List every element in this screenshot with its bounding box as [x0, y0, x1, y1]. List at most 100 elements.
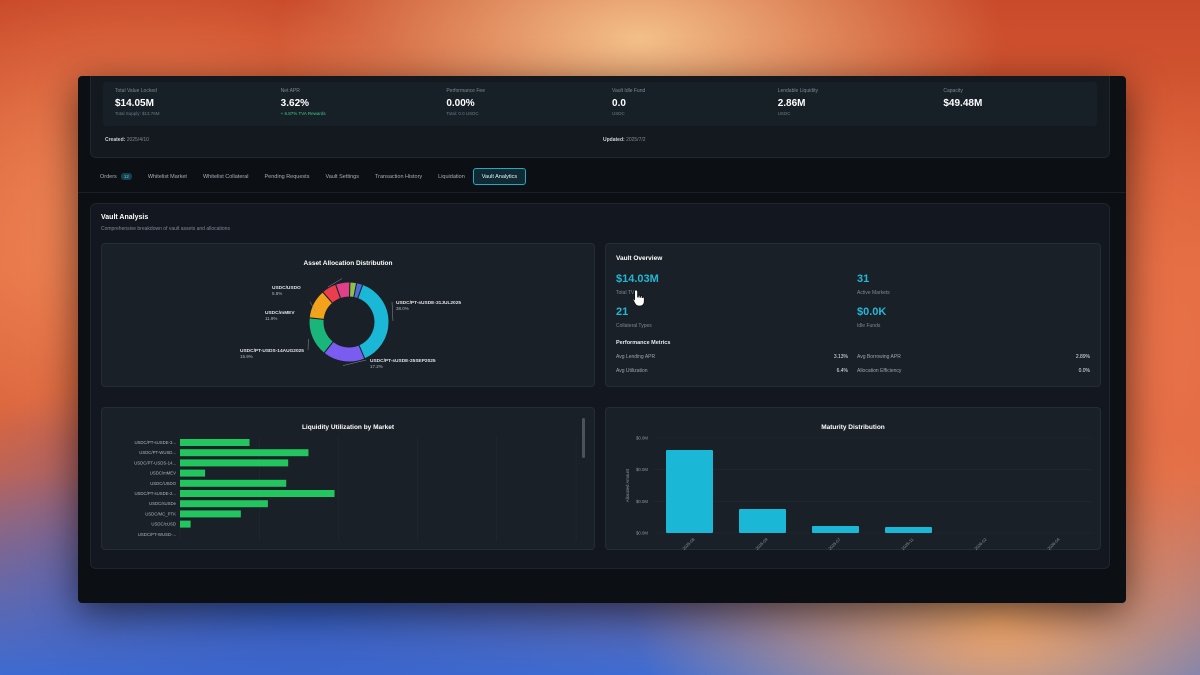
bar[interactable] — [180, 520, 191, 528]
asset-allocation-title: Asset Allocation Distribution — [303, 260, 393, 267]
y-tick-label: $0.0M — [636, 436, 648, 441]
y-tick-label: $0.0M — [636, 499, 648, 504]
allocation-efficiency-value: 0.0% — [1078, 368, 1090, 374]
bar[interactable] — [180, 459, 289, 467]
bar-category-label: USDC/PT-WUSD... — [139, 450, 176, 455]
bar[interactable] — [180, 479, 287, 487]
stat-3: Vault Idle Fund 0.0 USDC — [600, 82, 766, 126]
stat-value: $49.48M — [943, 98, 983, 109]
hand-cursor-icon — [632, 289, 645, 307]
x-tick-label: 2025-08 — [681, 536, 696, 551]
tab-label: Transaction History — [374, 173, 423, 180]
stat-value: 0.00% — [446, 98, 475, 109]
bar[interactable] — [180, 469, 206, 477]
avg-utilization-label: Avg Utilization — [616, 368, 648, 374]
tab-orders[interactable]: Orders 12 — [92, 168, 140, 185]
bar-category-label: USDC/PT-USDS-14... — [134, 460, 176, 465]
stat-label: Performance Fee — [446, 88, 485, 94]
app-window: Total Value Locked $14.05M Total Supply: $… — [78, 76, 1126, 603]
stat-sub: USDC — [777, 111, 791, 116]
updated-date: Updated: 2025/7/2 — [603, 137, 646, 143]
stat-label: Capacity — [943, 88, 963, 94]
chart-scrollbar[interactable] — [582, 418, 585, 458]
pie-slice-label: USDC/mMEV — [265, 310, 295, 316]
maturity-distribution-title: Maturity Distribution — [821, 424, 885, 431]
tab-transaction-history[interactable]: Transaction History — [367, 168, 430, 185]
stat-sub: + 6.87% TVA Rewards — [280, 111, 326, 116]
bar[interactable] — [666, 450, 713, 533]
total-tvl-value: $14.03M — [616, 273, 659, 285]
collateral-types-label: Collateral Types — [616, 323, 652, 329]
pie-slice-pct: 11.9% — [265, 316, 277, 321]
bar[interactable] — [180, 510, 241, 518]
tab-label: Pending Requests — [264, 173, 310, 180]
tab-whitelist-market[interactable]: Whitelist Market — [140, 168, 195, 185]
avg-lending-apr-label: Avg Lending APR — [616, 354, 656, 360]
bar[interactable] — [739, 509, 786, 533]
liquidity-utilization-chart: USDC/PT-sUSDE-3... USDC/PT-WUSD... USDC/PT… — [134, 436, 577, 541]
tab-pending-requests[interactable]: Pending Requests — [257, 168, 318, 185]
stat-1: Net APR 3.62% + 6.87% TVA Rewards — [269, 82, 435, 126]
bar[interactable] — [180, 449, 309, 457]
tab-label: Whitelist Collateral — [202, 173, 249, 180]
bar-category-label: USDC/PT-sUSDE-3... — [134, 440, 176, 445]
vault-stats-card: Total Value Locked $14.05M Total Supply: $… — [90, 76, 1110, 158]
pie-slice[interactable] — [356, 283, 390, 360]
pie-slice-pct: 15.9% — [240, 354, 253, 359]
tab-vault-analytics[interactable]: Vault Analytics — [472, 168, 527, 185]
pie-slice-pct: 38.0% — [396, 306, 409, 311]
asset-allocation-panel: Asset Allocation Distribution USDC/PT-sU… — [101, 243, 595, 387]
bar[interactable] — [180, 439, 250, 446]
tab-label: Liquidation — [438, 173, 465, 180]
vault-overview-panel: Vault Overview $14.03M Total TVL 31 Acti… — [605, 243, 1101, 387]
avg-borrowing-apr-label: Avg Borrowing APR — [857, 354, 901, 360]
y-tick-label: $0.0M — [636, 467, 648, 472]
bar[interactable] — [180, 490, 335, 497]
stat-0: Total Value Locked $14.05M Total Supply: $… — [103, 82, 269, 126]
pie-slice-label: USDC/PT-sUSDE-25SEP2025 — [370, 358, 436, 364]
section-subtitle: Comprehensive breakdown of vault assets … — [101, 226, 230, 232]
stat-label: Total Value Locked — [115, 88, 157, 94]
pie-leader-line — [309, 301, 317, 313]
x-tick-label: 2025-07 — [827, 536, 842, 551]
bar-category-label: USDC/sUSDe — [149, 501, 177, 506]
pie-slice-label: USDC/PT-sUSDE-31JUL2025 — [396, 300, 461, 306]
x-tick-label: 2026-04 — [1046, 536, 1061, 551]
performance-metrics-title: Performance Metrics — [616, 340, 671, 346]
bar-category-label: USDC/MC_PTK — [145, 511, 176, 516]
vault-analysis-section: Vault Analysis Comprehensive breakdown o… — [90, 203, 1110, 569]
bar-category-label: USDC/PT-sUSDE-2... — [134, 491, 176, 496]
pie-slice-pct: 17.2% — [370, 364, 383, 369]
stat-value: 0.0 — [612, 98, 626, 109]
bar[interactable] — [180, 500, 268, 508]
tab-whitelist-collateral[interactable]: Whitelist Collateral — [195, 168, 257, 185]
bar[interactable] — [885, 527, 932, 533]
avg-lending-apr-value: 3.13% — [833, 354, 848, 360]
collateral-types-value: 21 — [616, 306, 629, 318]
bar-category-label: USDC/mMEV — [150, 471, 176, 476]
idle-funds-label: Idle Funds — [857, 323, 881, 329]
stat-value: $14.05M — [115, 98, 154, 109]
stat-sub: Total Supply: $13.76M — [115, 111, 160, 116]
created-date: Created: 2025/4/10 — [105, 137, 149, 143]
pie-leader-line — [391, 301, 394, 321]
tab-liquidation[interactable]: Liquidation — [430, 168, 473, 185]
idle-funds-value: $0.0K — [857, 306, 887, 318]
x-tick-label: 2026-02 — [973, 536, 988, 551]
liquidity-utilization-panel: Liquidity Utilization by Market USDC/PT-… — [101, 407, 595, 550]
stat-value: 2.86M — [777, 98, 806, 109]
tab-label: Vault Settings — [325, 173, 359, 180]
bar[interactable] — [812, 526, 859, 533]
y-tick-label: $0.0M — [636, 531, 648, 536]
pie-slice-label: USDC/PT-USDS-14AUG2025 — [240, 348, 304, 354]
tab-badge: 12 — [120, 173, 132, 180]
stat-value: 3.62% — [280, 98, 310, 109]
pie-leader-line — [327, 278, 343, 288]
tab-label: Vault Analytics — [481, 173, 518, 180]
pie-slice[interactable] — [353, 282, 364, 300]
stat-label: Lendable Liquidity — [777, 88, 818, 94]
tab-vault-settings[interactable]: Vault Settings — [317, 168, 367, 185]
tab-bar: Orders 12 Whitelist Market Whitelist Collat… — [92, 168, 527, 186]
total-tvl-label: Total TVL — [616, 290, 638, 296]
